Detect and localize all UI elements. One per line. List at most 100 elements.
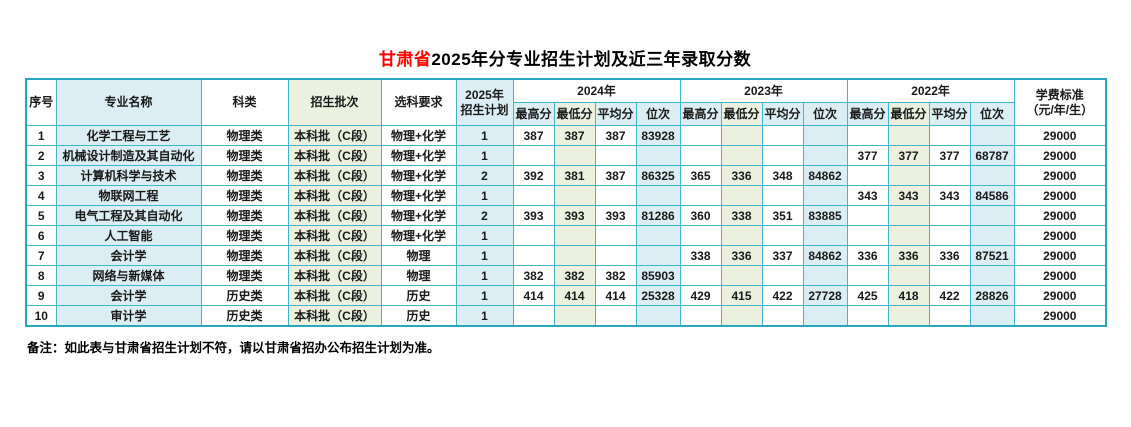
cell-major: 化学工程与工艺 — [55, 125, 202, 146]
cell-2024-max: 382 — [512, 265, 555, 286]
cell-major: 电气工程及其自动化 — [55, 205, 202, 226]
plan-header-line2: 招生计划 — [460, 102, 509, 117]
cell-2024-max — [512, 225, 555, 246]
cell-subjects: 物理+化学 — [380, 185, 457, 206]
year-header-2022: 2022年 — [846, 78, 1015, 103]
table-row: 5 电气工程及其自动化 物理类 本科批（C段） 物理+化学 2 393 393 393 81286… — [25, 205, 1107, 226]
col-header-plan-2025: 2025年 招生计划 — [455, 78, 514, 126]
score-header-2022-rank: 位次 — [969, 102, 1015, 126]
score-header-2023-max: 最高分 — [679, 102, 722, 126]
score-header-2023-min: 最低分 — [720, 102, 763, 126]
score-header-2023-rank: 位次 — [802, 102, 848, 126]
cell-2023-min — [720, 265, 763, 286]
cell-plan-2025: 1 — [455, 305, 514, 327]
cell-2024-min — [553, 185, 596, 206]
cell-batch: 本科批（C段） — [287, 185, 382, 206]
title-province: 甘肃省 — [378, 50, 432, 69]
cell-2022-min — [887, 305, 930, 327]
cell-2022-avg: 336 — [928, 245, 971, 266]
cell-2024-rank — [635, 185, 681, 206]
cell-2023-avg — [761, 125, 804, 146]
cell-major: 机械设计制造及其自动化 — [55, 145, 202, 166]
cell-2024-rank: 81286 — [635, 205, 681, 226]
table-row: 4 物联网工程 物理类 本科批（C段） 物理+化学 1 343 343 343 84586 2900… — [25, 185, 1107, 206]
cell-2024-avg — [594, 245, 637, 266]
cell-plan-2025: 1 — [455, 145, 514, 166]
cell-2023-avg: 348 — [761, 165, 804, 186]
cell-2023-rank — [802, 265, 848, 286]
cell-seq: 4 — [25, 185, 57, 206]
cell-2024-min — [553, 305, 596, 327]
table-row: 10 审计学 历史类 本科批（C段） 历史 1 29000 — [25, 305, 1107, 327]
cell-2022-rank: 28826 — [969, 285, 1015, 306]
cell-seq: 7 — [25, 245, 57, 266]
cell-batch: 本科批（C段） — [287, 165, 382, 186]
cell-2024-rank: 86325 — [635, 165, 681, 186]
cell-batch: 本科批（C段） — [287, 205, 382, 226]
cell-2024-max — [512, 245, 555, 266]
cell-subjects: 历史 — [380, 285, 457, 306]
cell-2023-min — [720, 305, 763, 327]
cell-2022-max — [846, 265, 889, 286]
cell-2023-avg — [761, 145, 804, 166]
cell-subjects: 物理+化学 — [380, 205, 457, 226]
cell-category: 物理类 — [200, 185, 289, 206]
cell-subjects: 物理 — [380, 265, 457, 286]
cell-2023-avg — [761, 225, 804, 246]
cell-2022-rank — [969, 225, 1015, 246]
cell-2024-avg: 387 — [594, 125, 637, 146]
cell-2023-max: 360 — [679, 205, 722, 226]
cell-2023-min: 336 — [720, 165, 763, 186]
cell-2024-avg — [594, 225, 637, 246]
cell-2024-min — [553, 145, 596, 166]
cell-2023-min — [720, 125, 763, 146]
cell-batch: 本科批（C段） — [287, 145, 382, 166]
cell-batch: 本科批（C段） — [287, 305, 382, 327]
cell-category: 物理类 — [200, 225, 289, 246]
cell-2023-rank: 83885 — [802, 205, 848, 226]
cell-category: 物理类 — [200, 145, 289, 166]
footnote: 备注：如此表与甘肃省招生计划不符，请以甘肃省招办公布招生计划为准。 — [27, 341, 440, 355]
fee-header-line1: 学费标准 — [1035, 87, 1084, 102]
cell-2023-max — [679, 125, 722, 146]
cell-2022-min: 343 — [887, 185, 930, 206]
cell-2023-avg: 422 — [761, 285, 804, 306]
cell-2023-min: 415 — [720, 285, 763, 306]
score-header-2022-max: 最高分 — [846, 102, 889, 126]
cell-fee: 29000 — [1013, 145, 1107, 166]
cell-plan-2025: 1 — [455, 245, 514, 266]
cell-2024-max: 393 — [512, 205, 555, 226]
col-header-subjects: 选科要求 — [380, 78, 457, 126]
cell-seq: 1 — [25, 125, 57, 146]
cell-2022-min — [887, 225, 930, 246]
table-row: 6 人工智能 物理类 本科批（C段） 物理+化学 1 29000 — [25, 225, 1107, 246]
plan-header-line1: 2025年 — [465, 87, 504, 102]
cell-2024-avg: 387 — [594, 165, 637, 186]
cell-2024-max — [512, 185, 555, 206]
cell-2022-avg: 377 — [928, 145, 971, 166]
score-header-2024-rank: 位次 — [635, 102, 681, 126]
cell-plan-2025: 2 — [455, 165, 514, 186]
cell-fee: 29000 — [1013, 185, 1107, 206]
cell-2022-rank: 84586 — [969, 185, 1015, 206]
cell-2024-avg — [594, 305, 637, 327]
cell-2023-avg — [761, 265, 804, 286]
cell-subjects: 物理 — [380, 245, 457, 266]
table-row: 2 机械设计制造及其自动化 物理类 本科批（C段） 物理+化学 1 377 377 377 687… — [25, 145, 1107, 166]
cell-2022-rank — [969, 165, 1015, 186]
cell-major: 计算机科学与技术 — [55, 165, 202, 186]
cell-seq: 9 — [25, 285, 57, 306]
cell-fee: 29000 — [1013, 305, 1107, 327]
cell-2022-max — [846, 205, 889, 226]
cell-seq: 8 — [25, 265, 57, 286]
cell-2022-max — [846, 225, 889, 246]
cell-subjects: 物理+化学 — [380, 145, 457, 166]
cell-2024-min: 382 — [553, 265, 596, 286]
admission-table: 序号 专业名称 科类 招生批次 选科要求 2025年 招生计划 2024年 20… — [25, 78, 1108, 327]
cell-seq: 3 — [25, 165, 57, 186]
cell-seq: 10 — [25, 305, 57, 327]
table-row: 1 化学工程与工艺 物理类 本科批（C段） 物理+化学 1 387 387 387 83928 29… — [25, 125, 1107, 146]
cell-2022-avg: 422 — [928, 285, 971, 306]
table-body: 1 化学工程与工艺 物理类 本科批（C段） 物理+化学 1 387 387 387 83928 29… — [25, 125, 1107, 327]
cell-plan-2025: 1 — [455, 265, 514, 286]
